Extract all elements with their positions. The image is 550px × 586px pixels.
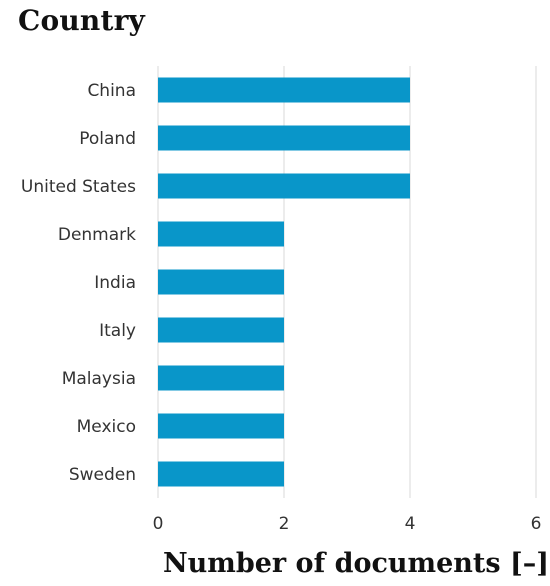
bar-united-states (158, 173, 410, 199)
x-tick-label: 4 (405, 514, 416, 534)
category-label: United States (21, 177, 136, 197)
bar-sweden (158, 461, 284, 487)
category-label: China (87, 81, 136, 101)
bar-malaysia (158, 365, 284, 391)
x-tick-label: 6 (531, 514, 542, 534)
x-axis-title: Number of documents [–] (163, 548, 550, 579)
bar-poland (158, 125, 410, 151)
category-label: India (94, 273, 136, 293)
x-tick-label: 0 (153, 514, 164, 534)
bar-italy (158, 317, 284, 343)
chart-title: Country (18, 4, 146, 37)
bar-china (158, 77, 410, 103)
bars (158, 77, 410, 487)
x-tick-labels: 0 2 4 6 (153, 514, 542, 534)
bar-mexico (158, 413, 284, 439)
bar-india (158, 269, 284, 295)
x-tick-label: 2 (279, 514, 290, 534)
category-label: Malaysia (62, 369, 136, 389)
category-labels: China Poland United States Denmark India Ital… (21, 81, 136, 485)
category-label: Sweden (69, 465, 136, 485)
category-label: Poland (79, 129, 136, 149)
category-label: Mexico (77, 417, 136, 437)
category-label: Denmark (58, 225, 136, 245)
bar-denmark (158, 221, 284, 247)
category-label: Italy (99, 321, 136, 341)
